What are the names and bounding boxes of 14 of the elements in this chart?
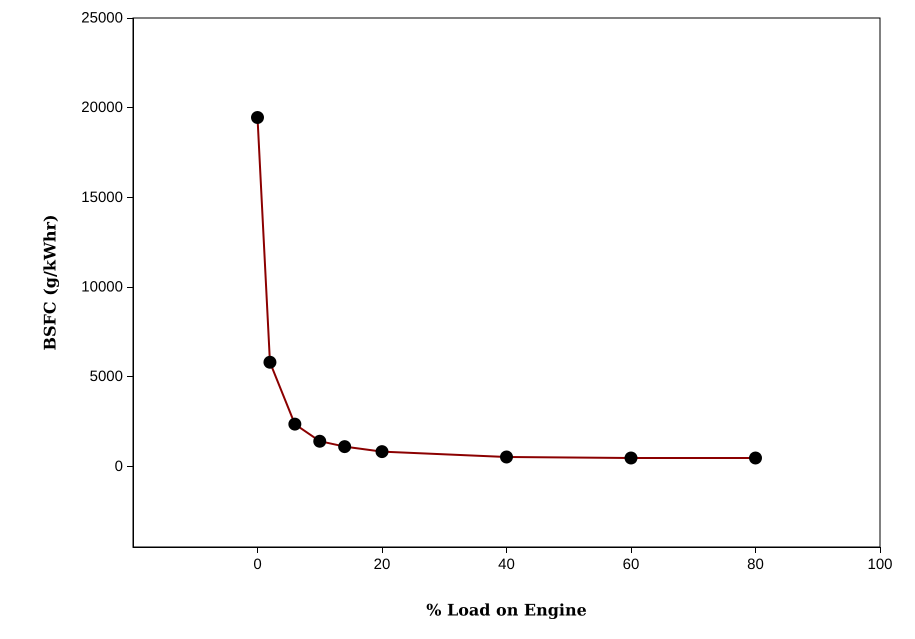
x-tick-label: 80: [747, 556, 764, 573]
y-axis-title: BSFC (g/kWhr): [40, 214, 60, 351]
x-axis-title: % Load on Engine: [426, 600, 587, 620]
x-tick-label: 60: [622, 556, 640, 573]
x-tick-label: 40: [498, 556, 515, 573]
x-tick-label: 20: [374, 556, 390, 573]
y-tick-label: 5000: [90, 368, 123, 386]
x-tick-label: 0: [253, 556, 262, 573]
y-tick-label: 25000: [81, 10, 123, 26]
x-tick-label: 100: [867, 556, 893, 573]
y-tick-label: 20000: [81, 99, 123, 116]
y-tick-label: 10000: [81, 278, 123, 296]
y-tick-label: 0: [114, 458, 123, 475]
y-tick-label: 15000: [81, 188, 123, 206]
